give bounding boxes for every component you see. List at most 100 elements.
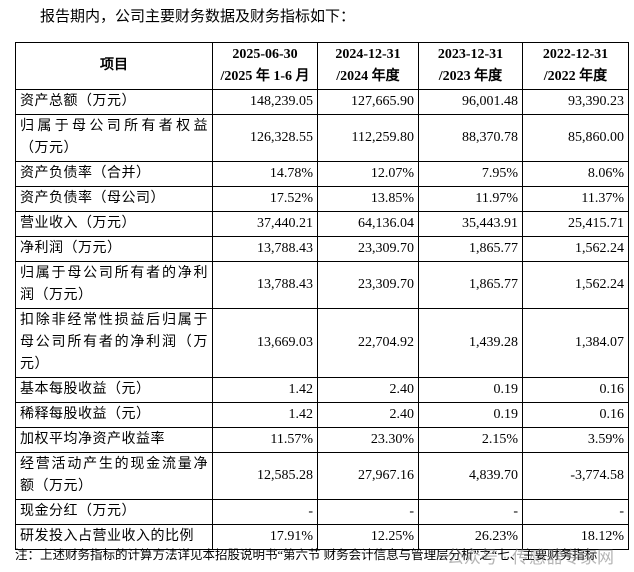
label-cell: 资产负债率（合并） [15,161,213,187]
value-cell: 0.19 [418,377,523,403]
value-cell: - [418,499,523,525]
value-cell: 1,865.77 [418,236,523,262]
label-cell: 加权平均净资产收益率 [15,427,213,453]
value-cell: - [522,499,629,525]
label-cell: 基本每股收益（元） [15,377,213,403]
value-cell: 7.95% [418,161,523,187]
table-row: 归属于母公司所有者权益（万元） 126,328.55 112,259.80 88,37… [15,114,629,162]
header-line: 项目 [100,58,128,73]
header-cell: 2025-06-30/2025 年 1-6 月 [212,42,318,90]
table-row: 资产负债率（母公司） 17.52% 13.85% 11.97% 11.37% [15,186,629,212]
label-cell: 资产总额（万元） [15,89,213,115]
value-cell: 0.19 [418,402,523,428]
value-cell: 11.97% [418,186,523,212]
value-cell: 13,788.43 [212,236,318,262]
header-cell: 项目 [15,42,213,90]
header-line: /2022 年度 [543,69,608,84]
table-row: 研发投入占营业收入的比例 17.91% 12.25% 26.23% 18.12% [15,524,629,550]
table-row: 营业收入（万元） 37,440.21 64,136.04 35,443.91 25,41… [15,211,629,237]
value-cell: 64,136.04 [317,211,419,237]
label-cell: 归属于母公司所有者权益（万元） [15,114,213,162]
value-cell: 1.42 [212,402,318,428]
value-cell: 18.12% [522,524,629,550]
value-cell: - [317,499,419,525]
table-row: 基本每股收益（元） 1.42 2.40 0.19 0.16 [15,377,629,403]
label-cell: 经营活动产生的现金流量净额（万元） [15,452,213,500]
value-cell: 8.06% [522,161,629,187]
header-line: /2023 年度 [438,69,503,84]
value-cell: 112,259.80 [317,114,419,162]
header-line: 2022-12-31 [542,47,609,62]
value-cell: 126,328.55 [212,114,318,162]
label-cell: 扣除非经常性损益后归属于母公司所有者的净利润（万元） [15,308,213,378]
value-cell: 13,788.43 [212,261,318,309]
value-cell: 14.78% [212,161,318,187]
header-row: 项目 2025-06-30/2025 年 1-6 月 2024-12-31/2024… [15,42,629,90]
value-cell: 13,669.03 [212,308,318,378]
value-cell: 25,415.71 [522,211,629,237]
value-cell: 0.16 [522,377,629,403]
value-cell: 93,390.23 [522,89,629,115]
header-line: /2024 年度 [336,69,400,84]
value-cell: 2.40 [317,402,419,428]
table-row: 资产总额（万元） 148,239.05 127,665.90 96,001.48 93,… [15,89,629,115]
footnote: 注：上述财务指标的计算方法详见本招股说明书“第六节 财务会计信息与管理层分析”之… [15,548,598,562]
value-cell: 37,440.21 [212,211,318,237]
value-cell: -3,774.58 [522,452,629,500]
header-line: 2023-12-31 [437,47,504,62]
header-line: 2025-06-30 [232,47,298,62]
label-cell: 现金分红（万元） [15,499,213,525]
value-cell: 11.37% [522,186,629,212]
value-cell: 12.07% [317,161,419,187]
table-row: 资产负债率（合并） 14.78% 12.07% 7.95% 8.06% [15,161,629,187]
header-line: /2025 年 1-6 月 [220,69,310,84]
label-cell: 研发投入占营业收入的比例 [15,524,213,550]
header-cell: 2023-12-31/2023 年度 [418,42,523,90]
value-cell: 127,665.90 [317,89,419,115]
value-cell: 4,839.70 [418,452,523,500]
value-cell: - [212,499,318,525]
table-row: 经营活动产生的现金流量净额（万元） 12,585.28 27,967.16 4,839… [15,452,629,500]
value-cell: 26.23% [418,524,523,550]
value-cell: 23,309.70 [317,236,419,262]
value-cell: 2.40 [317,377,419,403]
value-cell: 88,370.78 [418,114,523,162]
value-cell: 1,562.24 [522,236,629,262]
label-cell: 稀释每股收益（元） [15,402,213,428]
header-cell: 2024-12-31/2024 年度 [317,42,419,90]
value-cell: 22,704.92 [317,308,419,378]
value-cell: 3.59% [522,427,629,453]
value-cell: 85,860.00 [522,114,629,162]
value-cell: 17.52% [212,186,318,212]
table-row: 现金分红（万元） - - - - [15,499,629,525]
label-cell: 归属于母公司所有者的净利润（万元） [15,261,213,309]
value-cell: 13.85% [317,186,419,212]
intro: 报告期内，公司主要财务数据及财务指标如下： [40,9,356,25]
value-cell: 23.30% [317,427,419,453]
value-cell: 27,967.16 [317,452,419,500]
table-row: 净利润（万元） 13,788.43 23,309.70 1,865.77 1,562.2… [15,236,629,262]
value-cell: 17.91% [212,524,318,550]
value-cell: 35,443.91 [418,211,523,237]
table-row: 加权平均净资产收益率 11.57% 23.30% 2.15% 3.59% [15,427,629,453]
table-row: 归属于母公司所有者的净利润（万元） 13,788.43 23,309.70 1,865… [15,261,629,309]
label-cell: 净利润（万元） [15,236,213,262]
table-row: 稀释每股收益（元） 1.42 2.40 0.19 0.16 [15,402,629,428]
value-cell: 1.42 [212,377,318,403]
header-cell: 2022-12-31/2022 年度 [522,42,629,90]
value-cell: 1,865.77 [418,261,523,309]
financial-table: 项目 2025-06-30/2025 年 1-6 月 2024-12-31/2024… [15,42,629,550]
value-cell: 12,585.28 [212,452,318,500]
value-cell: 1,384.07 [522,308,629,378]
table-body: 资产总额（万元） 148,239.05 127,665.90 96,001.48 93,… [15,89,629,550]
label-cell: 营业收入（万元） [15,211,213,237]
header-line: 2024-12-31 [335,47,401,62]
value-cell: 1,562.24 [522,261,629,309]
value-cell: 0.16 [522,402,629,428]
label-cell: 资产负债率（母公司） [15,186,213,212]
value-cell: 148,239.05 [212,89,318,115]
value-cell: 1,439.28 [418,308,523,378]
watermark: 公众号 · 传感器专家网 [446,548,614,567]
value-cell: 96,001.48 [418,89,523,115]
